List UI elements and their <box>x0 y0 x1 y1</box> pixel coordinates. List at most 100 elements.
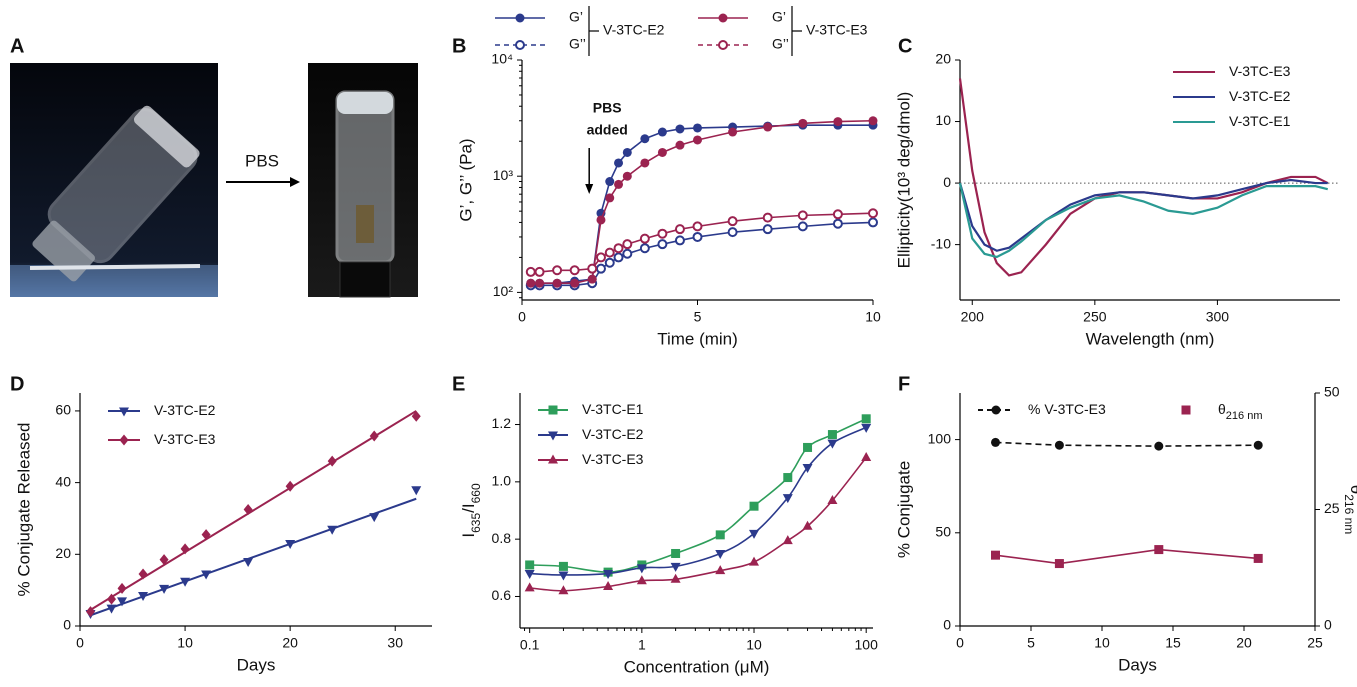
marker <box>718 13 728 23</box>
panel-label: C <box>898 35 912 57</box>
series-line <box>529 456 867 592</box>
legend-label: V-3TC-E2 <box>1229 88 1291 104</box>
y-axis-label-part: 660 <box>469 483 483 503</box>
marker <box>604 247 615 258</box>
legend-label: G’’ <box>772 36 789 52</box>
marker <box>524 570 535 580</box>
marker <box>595 252 606 263</box>
annotation: added <box>587 122 628 138</box>
marker <box>117 597 128 607</box>
x-axis-label: Concentration (μM) <box>624 657 770 676</box>
y-axis-label: Ellipticity(10³ deg/dmol) <box>894 92 913 269</box>
marker <box>991 437 1000 447</box>
marker <box>868 217 878 228</box>
x-tick-label: 250 <box>1083 309 1107 325</box>
panel-label: E <box>452 373 465 395</box>
x-axis-label: Time (min) <box>657 329 738 348</box>
marker <box>832 209 843 220</box>
y-tick-label: 20 <box>55 545 71 561</box>
legend-label: G’’ <box>569 36 586 52</box>
marker <box>798 118 808 128</box>
y-tick-label: 40 <box>55 473 71 489</box>
marker <box>524 582 535 592</box>
marker <box>639 233 650 244</box>
marker <box>605 177 615 187</box>
y-tick-label: 1.0 <box>492 473 512 489</box>
x-tick-label: 0 <box>956 635 964 651</box>
legend-label: V-3TC-E2 <box>582 426 644 442</box>
marker <box>548 431 558 441</box>
marker <box>640 158 650 168</box>
marker <box>569 265 580 276</box>
y-axis-label: G’, G’’ (Pa) <box>456 138 475 221</box>
marker <box>117 582 127 594</box>
x-tick-label: 15 <box>1165 635 1181 651</box>
y2-axis-label-part: θ <box>1347 485 1357 494</box>
y-tick-label: 100 <box>928 430 952 446</box>
x-tick-label: 10 <box>746 637 762 653</box>
marker <box>327 525 338 535</box>
marker <box>749 501 759 511</box>
marker <box>552 278 562 288</box>
marker <box>991 550 1000 560</box>
series-line <box>530 212 874 273</box>
y-tick-label: 0 <box>943 174 951 190</box>
x-tick-label: 30 <box>387 635 403 651</box>
marker <box>107 593 117 605</box>
marker <box>762 224 773 235</box>
marker <box>782 535 793 545</box>
annotation-arrow-head <box>585 184 594 194</box>
marker <box>327 455 337 467</box>
marker <box>1154 545 1164 555</box>
y-tick-label: 50 <box>935 524 951 540</box>
y-tick-label: 10² <box>493 283 514 299</box>
marker <box>119 434 129 446</box>
marker <box>827 439 838 449</box>
marker <box>622 239 633 250</box>
marker <box>861 414 871 424</box>
legend-label-part: θ <box>1218 401 1226 417</box>
marker <box>613 243 624 254</box>
marker <box>369 513 380 523</box>
x-tick-label: 10 <box>1094 635 1110 651</box>
marker <box>622 248 633 259</box>
y-axis-label: % Conjugate <box>894 461 913 558</box>
marker <box>587 274 597 284</box>
marker <box>782 494 793 504</box>
x-tick-label: 0 <box>518 309 526 325</box>
annotation: PBS <box>593 100 622 116</box>
legend-label-part: % V-3TC-E3 <box>1028 401 1106 417</box>
marker <box>201 529 211 541</box>
marker <box>991 405 1001 415</box>
marker <box>868 208 878 219</box>
legend-label: V-3TC-E1 <box>582 401 644 417</box>
y-axis-label-part: I <box>459 533 478 538</box>
marker <box>119 407 129 417</box>
series-line <box>995 548 1259 565</box>
x-axis-label: Wavelength (nm) <box>1086 329 1215 348</box>
marker <box>803 442 813 452</box>
marker <box>715 565 726 575</box>
legend-label: θ216 nm <box>1218 401 1263 422</box>
x-tick-label: 100 <box>855 637 879 653</box>
legend-label-part: V-3TC-E1 <box>582 401 644 417</box>
marker <box>613 252 624 263</box>
x-axis-label: Days <box>1118 655 1157 674</box>
y-axis-label: % Conjugate Released <box>14 423 33 597</box>
y-tick-label: 0.6 <box>492 587 512 603</box>
marker <box>515 40 525 50</box>
series-line <box>958 182 1329 259</box>
legend-group: V-3TC-E2 <box>603 22 665 38</box>
marker <box>603 570 614 580</box>
marker <box>525 266 536 277</box>
marker <box>802 464 813 474</box>
x-tick-label: 300 <box>1206 309 1230 325</box>
x-tick-label: 20 <box>1236 635 1252 651</box>
marker <box>614 158 624 168</box>
y2-axis-label-part: 216 nm <box>1342 494 1356 534</box>
marker <box>411 486 422 496</box>
y2-axis-label: θ216 nm <box>1342 485 1357 535</box>
legend-label: G’ <box>569 9 583 25</box>
panel-label: D <box>10 373 24 395</box>
